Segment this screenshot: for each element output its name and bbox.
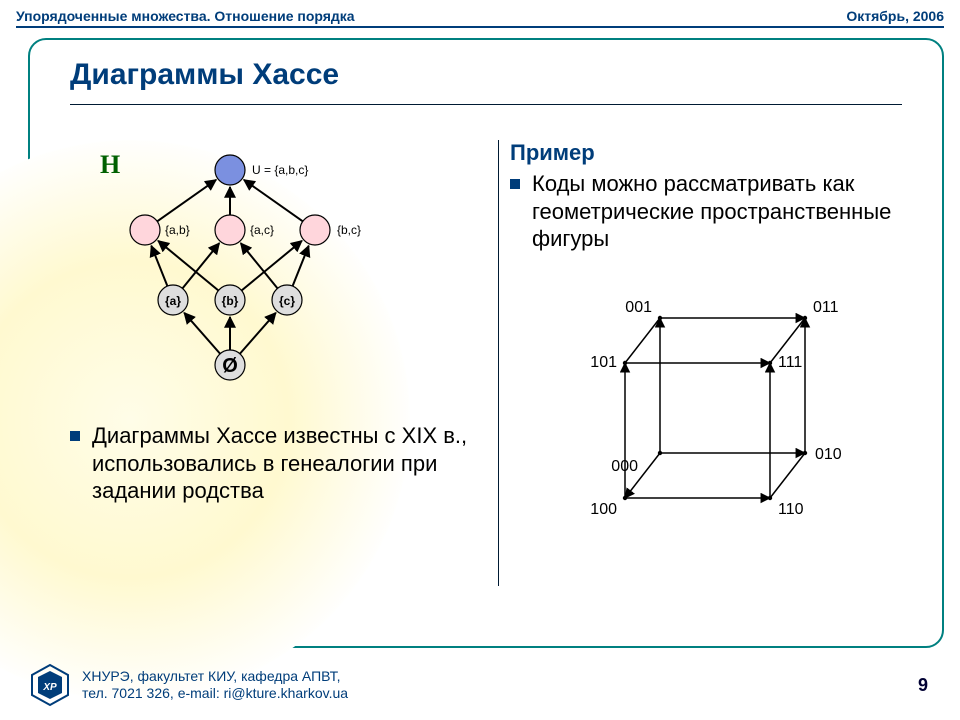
right-bullet-text: Коды можно рассматривать как геометричес… (532, 170, 930, 253)
left-bullet-text: Диаграммы Хассе известны с XIX в., испол… (92, 422, 490, 505)
footer-left: ХР ХНУРЭ, факультет КИУ, кафедра АПВТ, т… (28, 663, 348, 707)
page-number: 9 (918, 675, 928, 696)
svg-text:ХР: ХР (42, 682, 57, 693)
svg-text:001: 001 (625, 299, 652, 316)
left-column: U = {a,b,c} {a,b} {a,c} {b,c} {a} {b} {c} Ø Диа… (70, 140, 490, 505)
content: Диаграммы Хассе H U = {a,b,c}{a,b}{a,c}{… (30, 40, 942, 646)
svg-text:Ø: Ø (222, 355, 238, 377)
svg-text:000: 000 (611, 458, 638, 475)
svg-text:010: 010 (815, 446, 842, 463)
svg-text:{a,b}: {a,b} (165, 223, 190, 237)
hasse-diagram: U = {a,b,c} {a,b} {a,c} {b,c} {a} {b} {c} Ø (70, 140, 410, 400)
slide: Упорядоченные множества. Отношение поряд… (0, 0, 960, 720)
right-bullet: Коды можно рассматривать как геометричес… (510, 170, 930, 253)
svg-text:{b}: {b} (222, 294, 239, 308)
svg-text:{a,c}: {a,c} (250, 223, 274, 237)
university-logo-icon: ХР (28, 663, 72, 707)
svg-text:U = {a,b,c}: U = {a,b,c} (252, 163, 308, 177)
svg-text:011: 011 (813, 299, 839, 316)
svg-text:{c}: {c} (279, 294, 295, 308)
bullet-icon (70, 431, 80, 441)
svg-text:111: 111 (778, 354, 802, 371)
example-title: Пример (510, 140, 930, 166)
svg-text:100: 100 (590, 501, 617, 518)
svg-text:{a}: {a} (165, 294, 181, 308)
footer-text: ХНУРЭ, факультет КИУ, кафедра АПВТ, тел.… (82, 668, 348, 703)
header-left: Упорядоченные множества. Отношение поряд… (16, 8, 355, 24)
right-column: Пример Коды можно рассматривать как геом… (510, 140, 930, 533)
vertical-separator (498, 140, 499, 586)
bullet-icon (510, 179, 520, 189)
content-frame: Диаграммы Хассе H U = {a,b,c}{a,b}{a,c}{… (28, 38, 944, 648)
left-bullet: Диаграммы Хассе известны с XIX в., испол… (70, 422, 490, 505)
cube-diagram: 100 101 110 111 000 010 001 011 (530, 273, 890, 533)
header-bar: Упорядоченные множества. Отношение поряд… (0, 0, 960, 28)
svg-text:{b,c}: {b,c} (337, 223, 361, 237)
title-rule (70, 104, 902, 105)
footer-line1: ХНУРЭ, факультет КИУ, кафедра АПВТ, (82, 668, 348, 686)
footer-line2: тел. 7021 326, e-mail: ri@kture.kharkov.… (82, 685, 348, 703)
svg-text:101: 101 (590, 354, 617, 371)
slide-title: Диаграммы Хассе (70, 58, 339, 92)
svg-text:110: 110 (778, 501, 804, 518)
header-rule (16, 26, 944, 28)
footer: ХР ХНУРЭ, факультет КИУ, кафедра АПВТ, т… (28, 658, 944, 712)
header-right: Октябрь, 2006 (846, 8, 944, 24)
